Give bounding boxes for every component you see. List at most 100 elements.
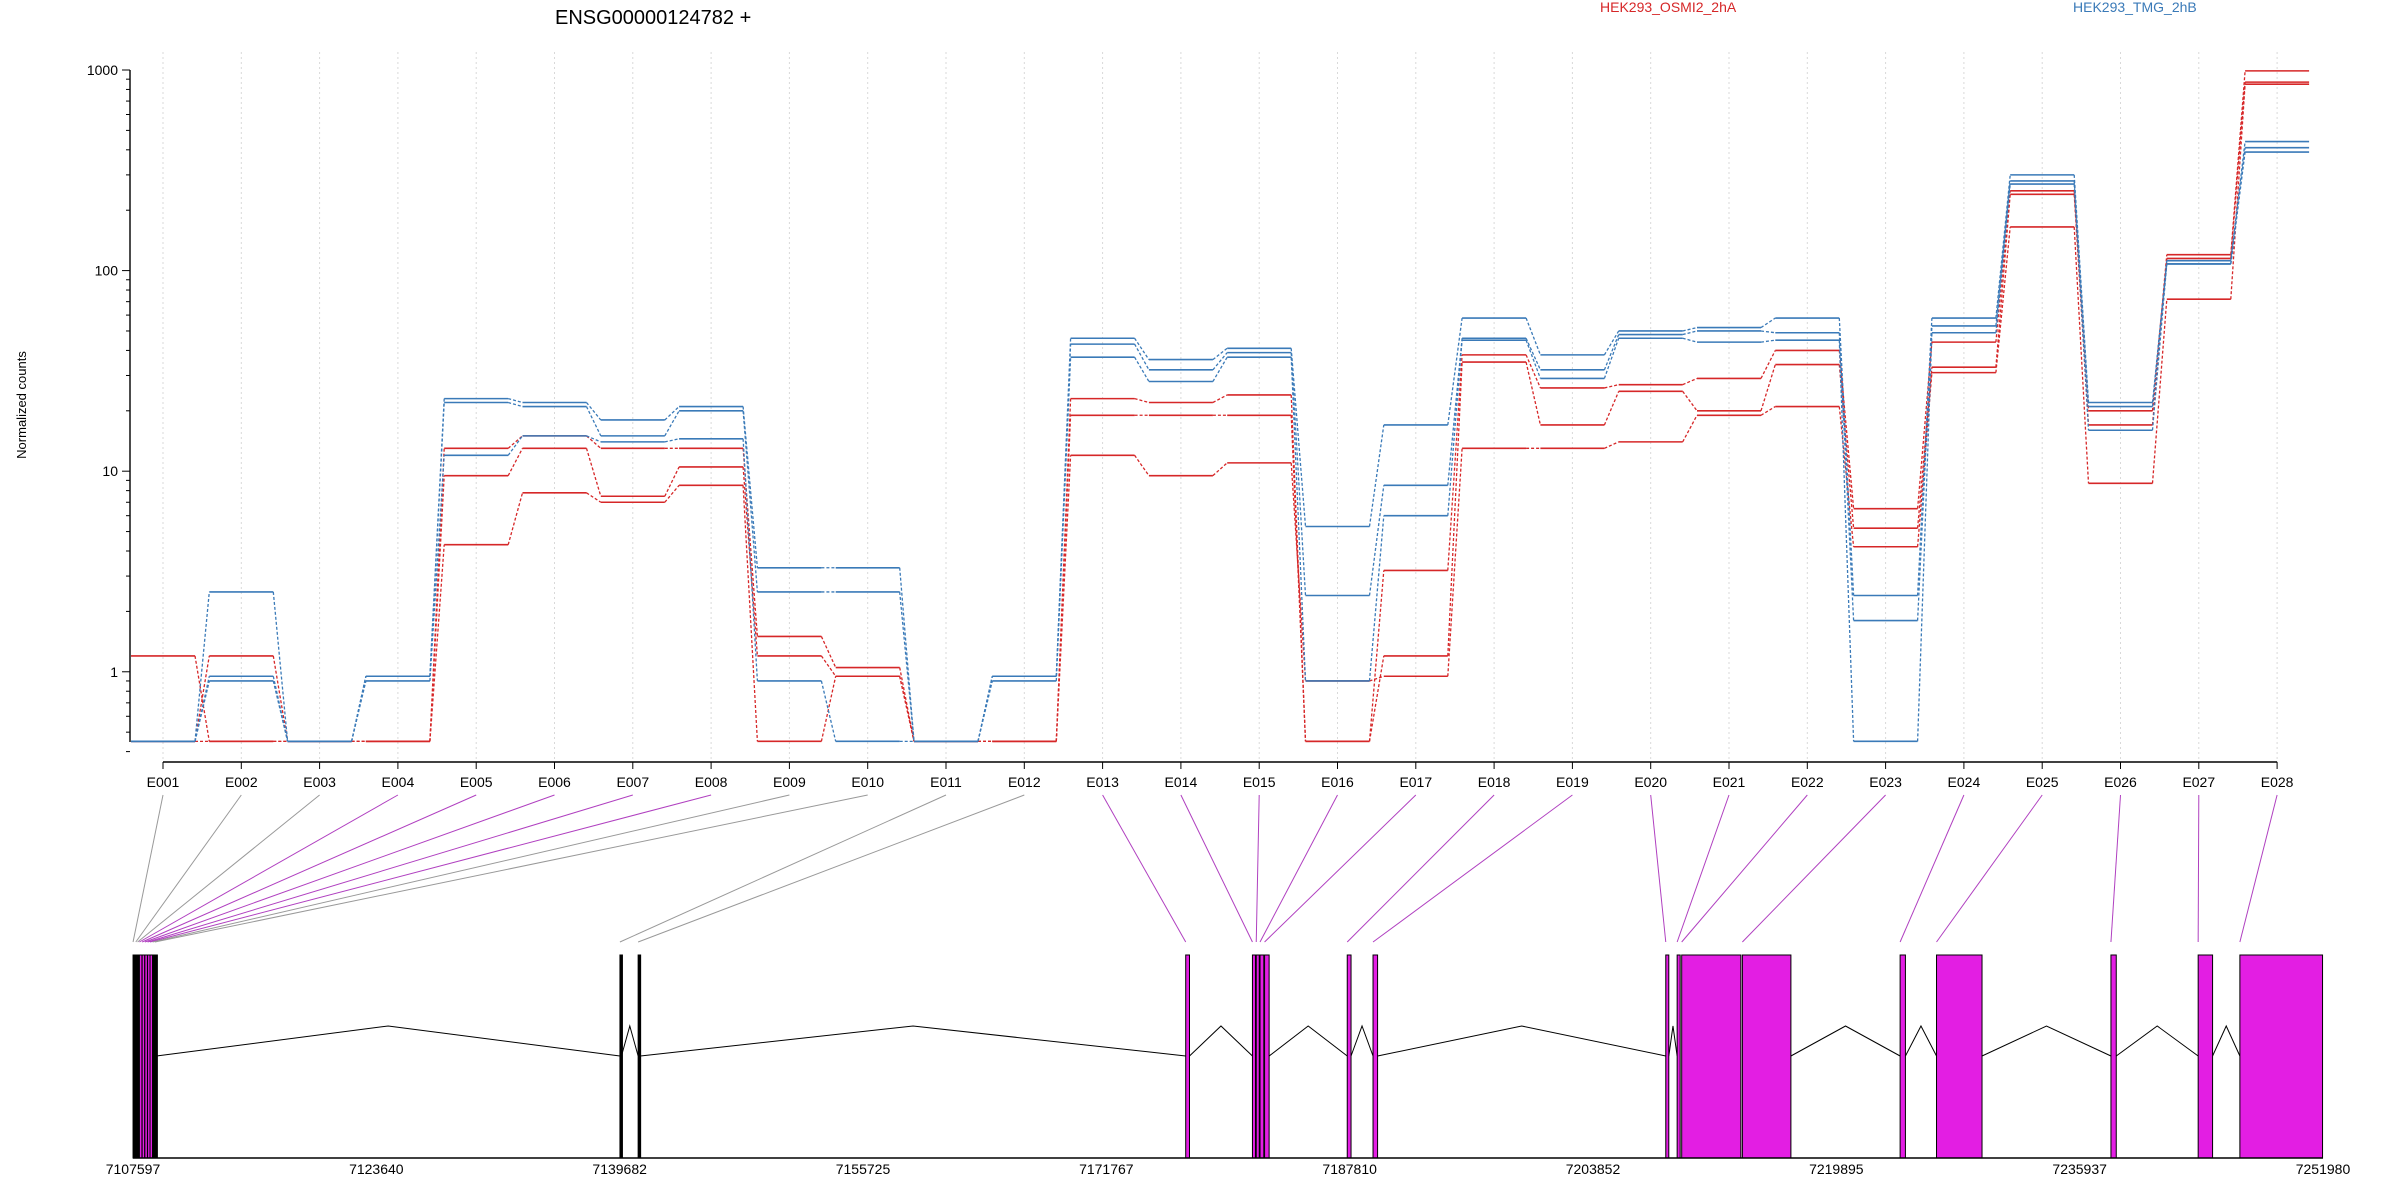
data-connector <box>194 680 210 742</box>
data-connector <box>272 680 289 742</box>
x-tick-label-e001: E001 <box>147 774 180 790</box>
connector-e021 <box>1676 794 1730 943</box>
data-connector <box>1682 330 1698 336</box>
data-connector <box>1995 180 2011 326</box>
legend-osmi2: HEK293_OSMI2_2hA <box>1600 0 1737 15</box>
genomic-tick-label: 7219895 <box>1809 1161 1864 1177</box>
exon-e025 <box>1936 954 1983 1159</box>
exon-e024 <box>1899 954 1906 1159</box>
data-connector <box>1055 357 1072 681</box>
data-connector <box>1760 317 1776 329</box>
series-hek293-osmi2-2ha-2 <box>131 83 2310 743</box>
data-connector <box>1916 332 1933 742</box>
exon-e004 <box>138 954 143 1159</box>
y-axis-label: Normalized counts <box>14 351 29 459</box>
x-tick-label-e002: E002 <box>225 774 258 790</box>
data-connector <box>507 435 523 449</box>
data-connector <box>429 544 445 742</box>
exon-e026 <box>2110 954 2117 1159</box>
intron <box>1981 1025 2112 1057</box>
exon-connectors <box>132 794 2278 943</box>
chart-title: ENSG00000124782 + <box>555 7 751 29</box>
x-tick-label-e012: E012 <box>1008 774 1041 790</box>
exon-e001 <box>132 954 137 1159</box>
data-connector <box>194 655 210 742</box>
intron <box>1904 1024 1937 1057</box>
exon-e012 <box>637 954 642 1159</box>
data-connector <box>1447 317 1463 426</box>
genomic-tick-label: 7187810 <box>1322 1161 1377 1177</box>
y-tick-label: 1000 <box>87 62 118 78</box>
connector-e023 <box>1742 794 1886 943</box>
series-hek293-tmg-2hb-4 <box>131 146 2310 743</box>
data-connector <box>429 475 445 742</box>
data-connector <box>586 435 602 449</box>
exon-e014 <box>1251 954 1256 1159</box>
data-connector <box>2230 82 2246 259</box>
genomic-tick-label: 7171767 <box>1079 1161 1134 1177</box>
connector-e027 <box>2197 794 2200 943</box>
data-connector <box>508 397 523 404</box>
data-connector <box>2151 258 2168 426</box>
data-connector <box>1212 394 1228 404</box>
data-connector <box>1995 190 2011 343</box>
data-connector <box>664 466 680 497</box>
x-tick-label-e019: E019 <box>1556 774 1589 790</box>
data-connector <box>1760 405 1776 416</box>
connector-e015 <box>1255 794 1260 943</box>
data-connector <box>429 455 445 681</box>
data-connector <box>2230 141 2246 261</box>
connector-e007 <box>147 794 633 943</box>
data-connector <box>1604 441 1619 449</box>
data-connector <box>1447 354 1463 571</box>
intron <box>1790 1025 1901 1057</box>
data-connector <box>1995 194 2011 368</box>
data-connector <box>1604 384 1619 389</box>
series-hek293-tmg-2hb-3 <box>131 140 2310 743</box>
intron <box>640 1025 1186 1057</box>
data-connector <box>1603 391 1620 426</box>
connector-e022 <box>1681 794 1808 943</box>
data-connector <box>2151 263 2168 407</box>
data-connector <box>2073 174 2090 403</box>
data-connector <box>1916 325 1933 621</box>
x-tick-label-e004: E004 <box>382 774 415 790</box>
series-layer <box>131 70 2310 743</box>
data-connector <box>1368 485 1385 596</box>
data-connector <box>742 438 759 681</box>
x-tick-label-e023: E023 <box>1869 774 1902 790</box>
data-connector <box>664 410 680 437</box>
exon-e010 <box>154 954 158 1159</box>
intron <box>1268 1025 1348 1057</box>
data-connector <box>742 466 759 656</box>
x-axis: E001 E002 E003 E004 E005 E006 E007 E008 E009 E010… <box>147 761 2294 790</box>
data-connector <box>585 448 602 497</box>
connector-e014 <box>1180 794 1253 943</box>
genomic-tick-label: 7203852 <box>1566 1161 1621 1177</box>
data-connector <box>1838 332 1855 621</box>
x-tick-label-e005: E005 <box>460 774 493 790</box>
data-connector <box>742 410 759 593</box>
intron <box>1668 1025 1678 1057</box>
data-connector <box>1212 352 1228 371</box>
data-connector <box>1525 339 1542 379</box>
x-tick-label-e018: E018 <box>1478 774 1511 790</box>
data-connector <box>2073 184 2090 431</box>
data-connector <box>1134 397 1150 404</box>
y-tick-label: 1 <box>110 664 118 680</box>
data-connector <box>899 676 915 742</box>
data-connector <box>2151 299 2168 484</box>
data-connector <box>1369 675 1385 682</box>
exon-e021 <box>1676 954 1681 1159</box>
data-connector <box>742 485 759 742</box>
data-connector <box>508 401 523 408</box>
exon-e022 <box>1681 954 1742 1159</box>
data-connector <box>350 680 367 742</box>
x-tick-label-e025: E025 <box>2026 774 2059 790</box>
data-connector <box>1838 318 1855 596</box>
data-connector <box>664 406 680 421</box>
data-connector <box>2230 84 2246 300</box>
data-connector <box>429 402 445 677</box>
series-hek293-osmi2-2ha-0 <box>131 70 2310 743</box>
